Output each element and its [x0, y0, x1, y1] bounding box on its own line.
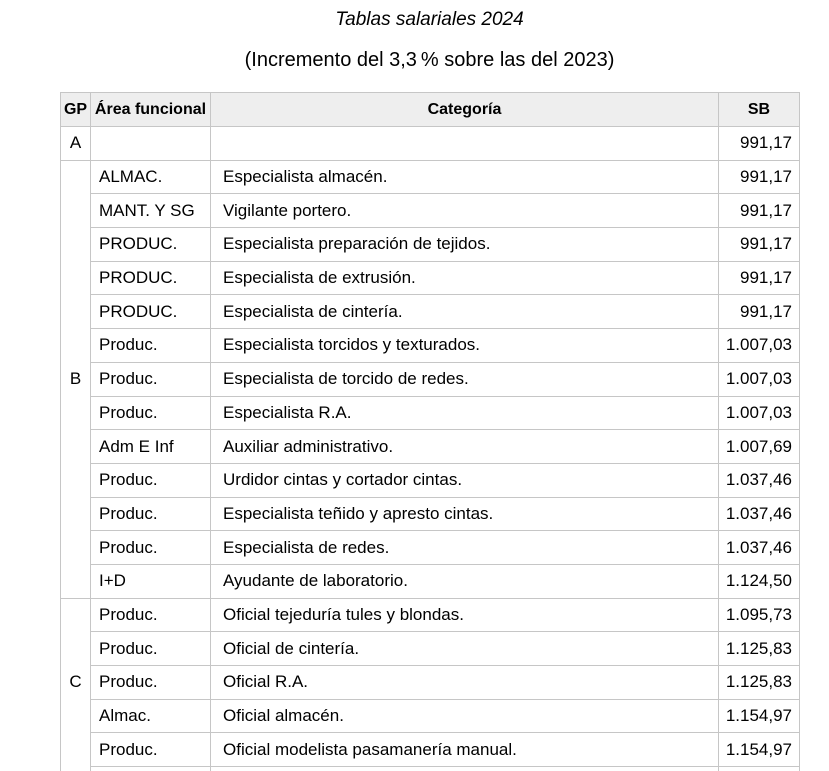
area-cell	[90, 766, 211, 771]
sb-cell: 991,17	[718, 227, 800, 262]
page-title: Tablas salariales 2024	[335, 9, 524, 30]
area-cell: Almac.	[90, 698, 211, 734]
categoria-cell	[210, 126, 719, 161]
table-row: B ALMAC. Especialista almacén. 991,17	[60, 159, 800, 599]
categoria-cell: Urdidor cintas y cortador cintas.	[210, 462, 719, 498]
area-cell: PRODUC.	[90, 260, 211, 296]
table-row: Adm E Inf Auxiliar administrativo. 1.007,6…	[61, 429, 800, 464]
header-row: GP Área funcional Categoría SB	[60, 92, 800, 127]
sb-cell: 991,17	[718, 294, 800, 330]
column-header-area-funcional: Área funcional	[90, 92, 211, 127]
categoria-cell: Especialista preparación de tejidos.	[210, 227, 719, 262]
sb-cell: 1.007,03	[718, 361, 800, 397]
table-row: Produc. Especialista teñido y apresto cin…	[61, 496, 800, 532]
sb-cell: 991,17	[718, 260, 800, 296]
table-row: Produc. Oficial R.A. 1.125,83	[61, 665, 800, 700]
sb-cell: 1.154,97	[718, 732, 800, 768]
gp-cell: C	[60, 597, 91, 771]
categoria-cell: Especialista torcidos y texturados.	[210, 328, 719, 363]
area-cell: Produc.	[90, 462, 211, 498]
column-header-categoria: Categoría	[210, 92, 719, 127]
categoria-cell: Ayudante de laboratorio.	[210, 563, 719, 599]
gp-cell: B	[60, 159, 91, 599]
table-row: PRODUC. Especialista preparación de tejid…	[61, 227, 800, 262]
area-cell: Produc.	[90, 665, 211, 700]
area-cell: ALMAC.	[90, 159, 211, 195]
area-cell: Produc.	[90, 328, 211, 363]
sb-cell: 1.154,97	[718, 698, 800, 734]
table-row: Produc. Especialista R.A. 1.007,03	[61, 395, 800, 431]
table-row: I+D Ayudante de laboratorio. 1.124,50	[61, 563, 800, 599]
column-header-sb: SB	[718, 92, 800, 127]
area-cell: Produc.	[90, 496, 211, 532]
sb-cell: 1.007,03	[718, 328, 800, 363]
categoria-cell: Oficial de cintería.	[210, 631, 719, 666]
area-cell: MANT. Y SG	[90, 193, 211, 229]
categoria-cell: Especialista de cintería.	[210, 294, 719, 330]
table-row: PRODUC. Especialista de cintería. 991,17	[61, 294, 800, 330]
sb-cell	[718, 766, 800, 771]
sb-cell: 1.124,50	[718, 563, 800, 599]
table-row: Produc. Oficial de cintería. 1.125,83	[61, 631, 800, 666]
table-header: GP Área funcional Categoría SB	[60, 92, 800, 127]
categoria-cell: Especialista R.A.	[210, 395, 719, 431]
table-row: MANT. Y SG Vigilante portero. 991,17	[61, 193, 800, 229]
table-row: Almac. Oficial almacén. 1.154,97	[61, 698, 800, 734]
categoria-cell	[210, 766, 719, 771]
table-row: Produc. Especialista de torcido de redes.…	[61, 361, 800, 397]
categoria-cell: Oficial tejeduría tules y blondas.	[210, 597, 719, 633]
table-row: Produc. Urdidor cintas y cortador cintas.…	[61, 462, 800, 498]
sb-cell: 991,17	[718, 126, 800, 161]
categoria-cell: Especialista de extrusión.	[210, 260, 719, 296]
sb-cell: 1.037,46	[718, 462, 800, 498]
table-row: Produc. Oficial modelista pasamanería man…	[61, 732, 800, 768]
categoria-cell: Especialista de torcido de redes.	[210, 361, 719, 397]
sb-cell: 1.007,69	[718, 429, 800, 464]
area-cell: Produc.	[90, 395, 211, 431]
categoria-cell: Especialista almacén.	[210, 159, 719, 195]
categoria-cell: Oficial almacén.	[210, 698, 719, 734]
column-header-gp: GP	[60, 92, 91, 127]
sb-cell: 1.037,46	[718, 530, 800, 565]
table-row: Produc. Especialista de redes. 1.037,46	[61, 530, 800, 565]
area-cell: Adm E Inf	[90, 429, 211, 464]
area-cell: Produc.	[90, 732, 211, 768]
gp-cell: A	[60, 126, 91, 161]
categoria-cell: Oficial modelista pasamanería manual.	[210, 732, 719, 768]
area-cell: I+D	[90, 563, 211, 599]
categoria-cell: Especialista de redes.	[210, 530, 719, 565]
sb-cell: 1.125,83	[718, 665, 800, 700]
table-row: Produc. Especialista torcidos y texturado…	[61, 328, 800, 363]
table-row: C Produc. Oficial tejeduría tules y blonda…	[60, 597, 800, 771]
area-cell: Produc.	[90, 597, 211, 633]
area-cell: PRODUC.	[90, 227, 211, 262]
salary-table: GP Área funcional Categoría SB A 991,17 B A…	[60, 92, 800, 771]
area-cell: Produc.	[90, 361, 211, 397]
sb-cell: 1.095,73	[718, 597, 800, 633]
table-row: PRODUC. Especialista de extrusión. 991,17	[61, 260, 800, 296]
sb-cell: 1.037,46	[718, 496, 800, 532]
area-cell: Produc.	[90, 530, 211, 565]
sb-cell: 1.125,83	[718, 631, 800, 666]
area-cell: Produc.	[90, 631, 211, 666]
table-body: A 991,17 B ALMAC. Especialista almacén. 991,1…	[60, 126, 800, 771]
area-cell: PRODUC.	[90, 294, 211, 330]
categoria-cell: Auxiliar administrativo.	[210, 429, 719, 464]
table-row: A 991,17	[60, 126, 800, 161]
categoria-cell: Vigilante portero.	[210, 193, 719, 229]
sb-cell: 991,17	[718, 159, 800, 195]
sb-cell: 991,17	[718, 193, 800, 229]
area-cell	[90, 126, 211, 161]
page-subtitle: (Incremento del 3,3 % sobre las del 2023…	[244, 49, 615, 71]
document-content: Tablas salariales 2024 (Incremento del 3…	[60, 0, 800, 771]
table-row-partial	[61, 766, 800, 771]
categoria-cell: Oficial R.A.	[210, 665, 719, 700]
categoria-cell: Especialista teñido y apresto cintas.	[210, 496, 719, 532]
sb-cell: 1.007,03	[718, 395, 800, 431]
